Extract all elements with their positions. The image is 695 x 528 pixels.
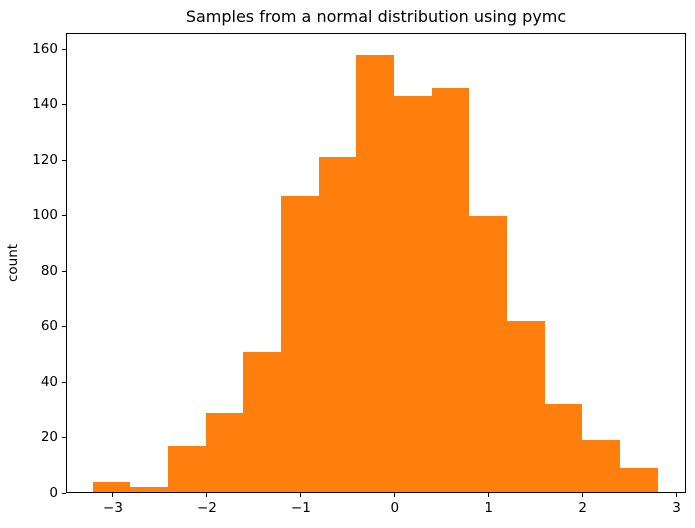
y-tick-mark [62,270,66,272]
histogram-bar [318,157,357,492]
chart-title: Samples from a normal distribution using… [185,7,567,26]
y-tick-mark [62,492,66,494]
histogram-bar [356,54,395,492]
y-tick-mark [62,437,66,439]
x-tick-mark [582,493,584,497]
histogram-bar [168,445,206,492]
y-tick-mark [62,48,66,50]
y-tick-label: 140 [32,96,58,113]
histogram-bar [92,481,131,492]
y-tick-label: 160 [32,40,58,57]
x-tick-label: −2 [196,500,217,516]
x-tick-label: 3 [672,500,681,516]
x-tick-mark [112,493,114,497]
y-tick-label: 0 [49,484,58,501]
x-tick-mark [394,493,396,497]
x-tick-label: −1 [290,500,311,516]
y-tick-label: 100 [32,207,58,224]
y-tick-label: 60 [40,318,58,335]
histogram-bar [620,468,658,492]
histogram-bar [544,404,583,492]
y-tick-mark [62,159,66,161]
y-tick-label: 120 [32,151,58,168]
x-tick-label: 1 [484,500,494,516]
y-tick-label: 40 [40,373,58,390]
plot-area [66,33,686,493]
histogram-bar [243,351,281,492]
x-tick-label: 2 [578,500,587,516]
histogram-bar [507,321,545,492]
y-tick-mark [62,326,66,328]
y-tick-label: 20 [40,429,58,446]
x-tick-label: −3 [103,500,123,516]
y-tick-mark [62,215,66,217]
y-tick-mark [62,381,66,383]
x-tick-mark [488,493,490,497]
histogram-bar [130,487,168,492]
histogram-bar [281,196,319,492]
histogram-bar [431,88,470,492]
y-tick-label: 80 [40,262,58,279]
histogram-bar [205,412,244,492]
histogram-bar [394,96,432,492]
x-tick-mark [300,493,302,497]
histogram-bar [469,215,508,492]
x-tick-mark [206,493,208,497]
histogram-bar [582,440,621,492]
x-tick-label: 0 [390,500,400,516]
y-tick-mark [62,104,66,106]
x-tick-mark [676,493,678,497]
